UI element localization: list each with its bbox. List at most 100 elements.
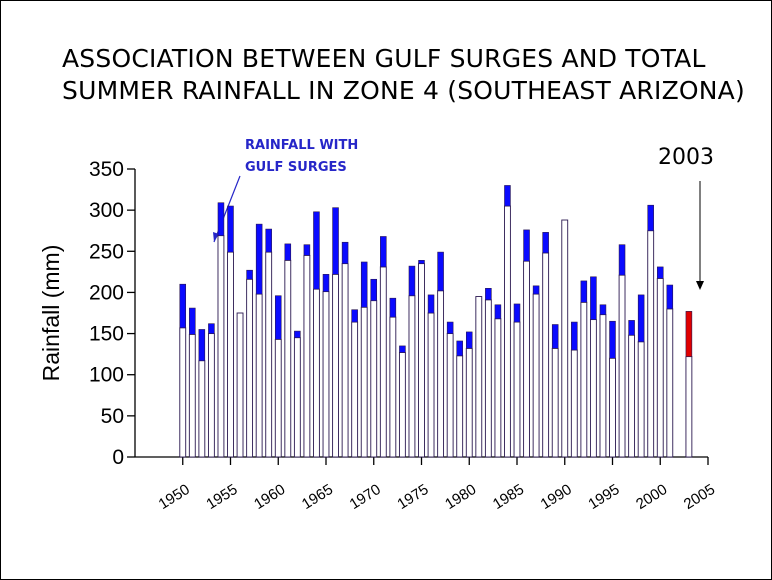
bar-surge-1980 (465, 331, 473, 349)
bar-base-1950 (179, 327, 187, 458)
x-tick-label: 1980 (442, 481, 479, 513)
bar-surge-1960 (274, 295, 282, 340)
bar-surge-1999 (647, 204, 654, 232)
bar-surge-1973 (399, 345, 406, 353)
bar-base-1963 (303, 254, 311, 458)
bar-surge-2001 (666, 284, 674, 310)
bar-base-2001 (666, 308, 674, 458)
bar-base-1991 (570, 349, 578, 458)
bar-surge-1967 (341, 241, 349, 264)
bar-surge-1952 (198, 329, 206, 362)
x-tick-label: 1970 (347, 481, 384, 513)
bar-base-1972 (389, 316, 397, 458)
bar-base-1990 (561, 219, 569, 458)
bar-base-1987 (532, 293, 540, 458)
bar-surge-1969 (360, 261, 368, 308)
bar-base-1970 (370, 300, 378, 458)
bar-base-1960 (274, 338, 282, 458)
y-tick-label: 300 (89, 199, 124, 222)
y-tick-label: 200 (89, 281, 124, 304)
y-tick-label: 100 (89, 364, 124, 387)
bar-base-1977 (437, 290, 445, 458)
bar-base-1969 (360, 306, 368, 458)
bar-surge-1998 (637, 294, 645, 343)
bar-base-1992 (580, 301, 588, 458)
legend-pointer-arrowhead (213, 232, 219, 242)
bar-base-1964 (313, 288, 320, 458)
bar-surge-1988 (542, 232, 549, 254)
y-axis-label: Rainfall (mm) (38, 245, 64, 382)
bar-base-1966 (332, 273, 339, 458)
x-tick-label: 2005 (681, 481, 718, 513)
bar-surge-1961 (284, 243, 292, 261)
bar-base-1954 (217, 235, 225, 458)
bar-base-1985 (513, 321, 521, 458)
bar-base-1994 (599, 314, 607, 458)
bar-surge-1962 (294, 330, 301, 338)
bar-surge-1955 (227, 205, 234, 253)
bar-base-1997 (628, 334, 636, 458)
bar-base-1983 (494, 318, 502, 458)
bar-surge-1997 (628, 320, 635, 336)
bar-base-1979 (456, 355, 464, 458)
bar-surge-1986 (523, 229, 530, 262)
bar-base-1995 (609, 357, 616, 458)
bar-surge-1970 (370, 278, 378, 301)
legend-line-1: RAINFALL WITH (245, 138, 358, 153)
x-tick-label: 1950 (156, 481, 193, 513)
x-tick-label: 2000 (633, 481, 670, 513)
x-tick-label: 1955 (203, 481, 240, 513)
legend-line-2: GULF SURGES (245, 160, 347, 175)
bar-surge-1954 (217, 202, 225, 236)
bar-base-1999 (647, 230, 655, 458)
bar-surge-1987 (532, 285, 540, 295)
bar-surge-1964 (313, 211, 320, 290)
bar-surge-2003 (685, 311, 693, 357)
bar-surge-1978 (446, 321, 454, 334)
bar-base-1976 (427, 312, 435, 458)
bar-base-2000 (656, 277, 664, 458)
bar-surge-1957 (246, 269, 253, 280)
bar-surge-1989 (551, 324, 559, 349)
y-tick-label: 0 (112, 446, 124, 469)
bar-base-1984 (504, 205, 511, 458)
bar-base-1952 (198, 360, 206, 458)
x-tick-label: 1990 (538, 481, 575, 513)
bar-surge-1993 (590, 276, 597, 320)
bar-base-1988 (542, 252, 550, 458)
bar-base-1971 (379, 266, 387, 458)
bar-surge-1963 (303, 244, 311, 256)
bar-base-1962 (293, 337, 301, 458)
bar-base-1996 (618, 274, 626, 458)
bar-surge-1959 (265, 228, 272, 253)
bar-base-1968 (351, 321, 359, 458)
chart-title-line-1: ASSOCIATION BETWEEN GULF SURGES AND TOTA… (62, 44, 706, 73)
bar-base-1986 (523, 260, 530, 458)
bar-base-1965 (322, 291, 330, 458)
x-tick-label: 1960 (251, 481, 288, 513)
bar-surge-1974 (408, 265, 416, 297)
bar-base-1993 (589, 319, 597, 458)
bar-surge-1984 (504, 185, 511, 207)
bar-surge-1971 (380, 236, 387, 268)
bar-base-1953 (207, 333, 215, 458)
bar-surge-1950 (179, 283, 187, 329)
bar-base-1955 (227, 251, 234, 458)
bar-base-1967 (341, 263, 349, 458)
bar-base-1958 (255, 293, 263, 458)
bar-base-1974 (408, 295, 416, 458)
x-tick-label: 1975 (394, 481, 431, 513)
callout-2003-label: 2003 (658, 145, 714, 170)
bar-surge-1958 (255, 223, 263, 295)
bar-surge-1991 (571, 321, 578, 351)
bar-base-1981 (475, 296, 483, 458)
bar-surge-1972 (389, 297, 397, 318)
bar-surge-1982 (485, 288, 492, 301)
callout-2003-arrowhead (696, 281, 704, 290)
bar-surge-1966 (332, 207, 339, 275)
bar-surge-1953 (208, 323, 215, 334)
bar-surge-1992 (580, 280, 588, 303)
bar-base-1998 (637, 341, 645, 458)
bar-surge-2000 (656, 266, 664, 279)
bar-surge-1975 (418, 260, 425, 264)
